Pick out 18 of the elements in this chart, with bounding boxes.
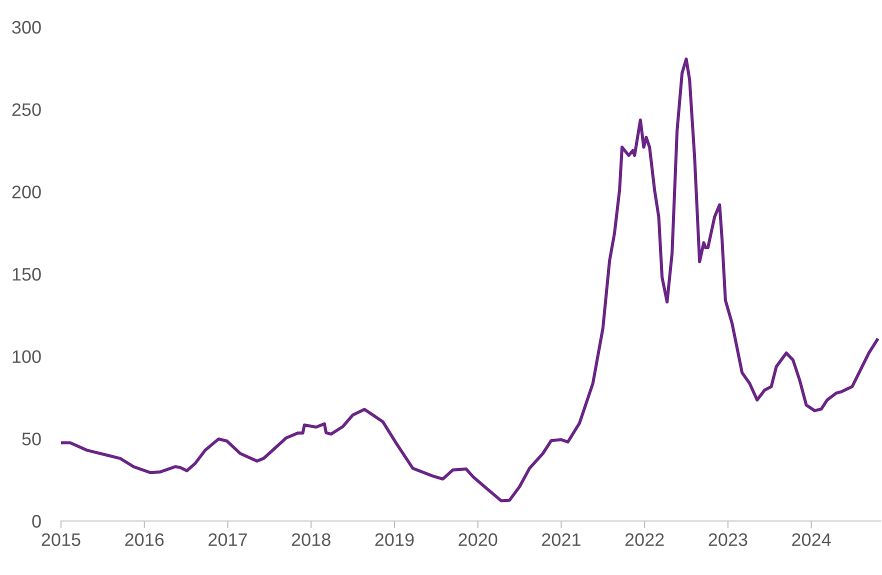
x-tick-label: 2024 bbox=[792, 533, 831, 546]
y-tick-label: 150 bbox=[12, 268, 41, 281]
line-series bbox=[61, 58, 879, 502]
x-tick-label: 2021 bbox=[542, 533, 580, 546]
x-tick-label: 2016 bbox=[125, 533, 164, 546]
y-tick-label: 100 bbox=[12, 350, 41, 364]
y-tick-label: 0 bbox=[32, 514, 41, 528]
y-tick-label: 300 bbox=[12, 20, 41, 34]
y-tick-label: 250 bbox=[12, 103, 41, 116]
x-tick-label: 2023 bbox=[708, 533, 748, 546]
x-tick-label: 2015 bbox=[42, 533, 80, 546]
x-tick-label: 2020 bbox=[458, 533, 498, 546]
x-tick-label: 2018 bbox=[292, 533, 330, 546]
x-tick-label: 2019 bbox=[375, 533, 414, 546]
y-tick-label: 50 bbox=[22, 432, 41, 446]
x-tick-label: 2022 bbox=[625, 533, 664, 546]
y-tick-label: 200 bbox=[12, 186, 41, 198]
x-tick-label: 2017 bbox=[208, 533, 247, 546]
